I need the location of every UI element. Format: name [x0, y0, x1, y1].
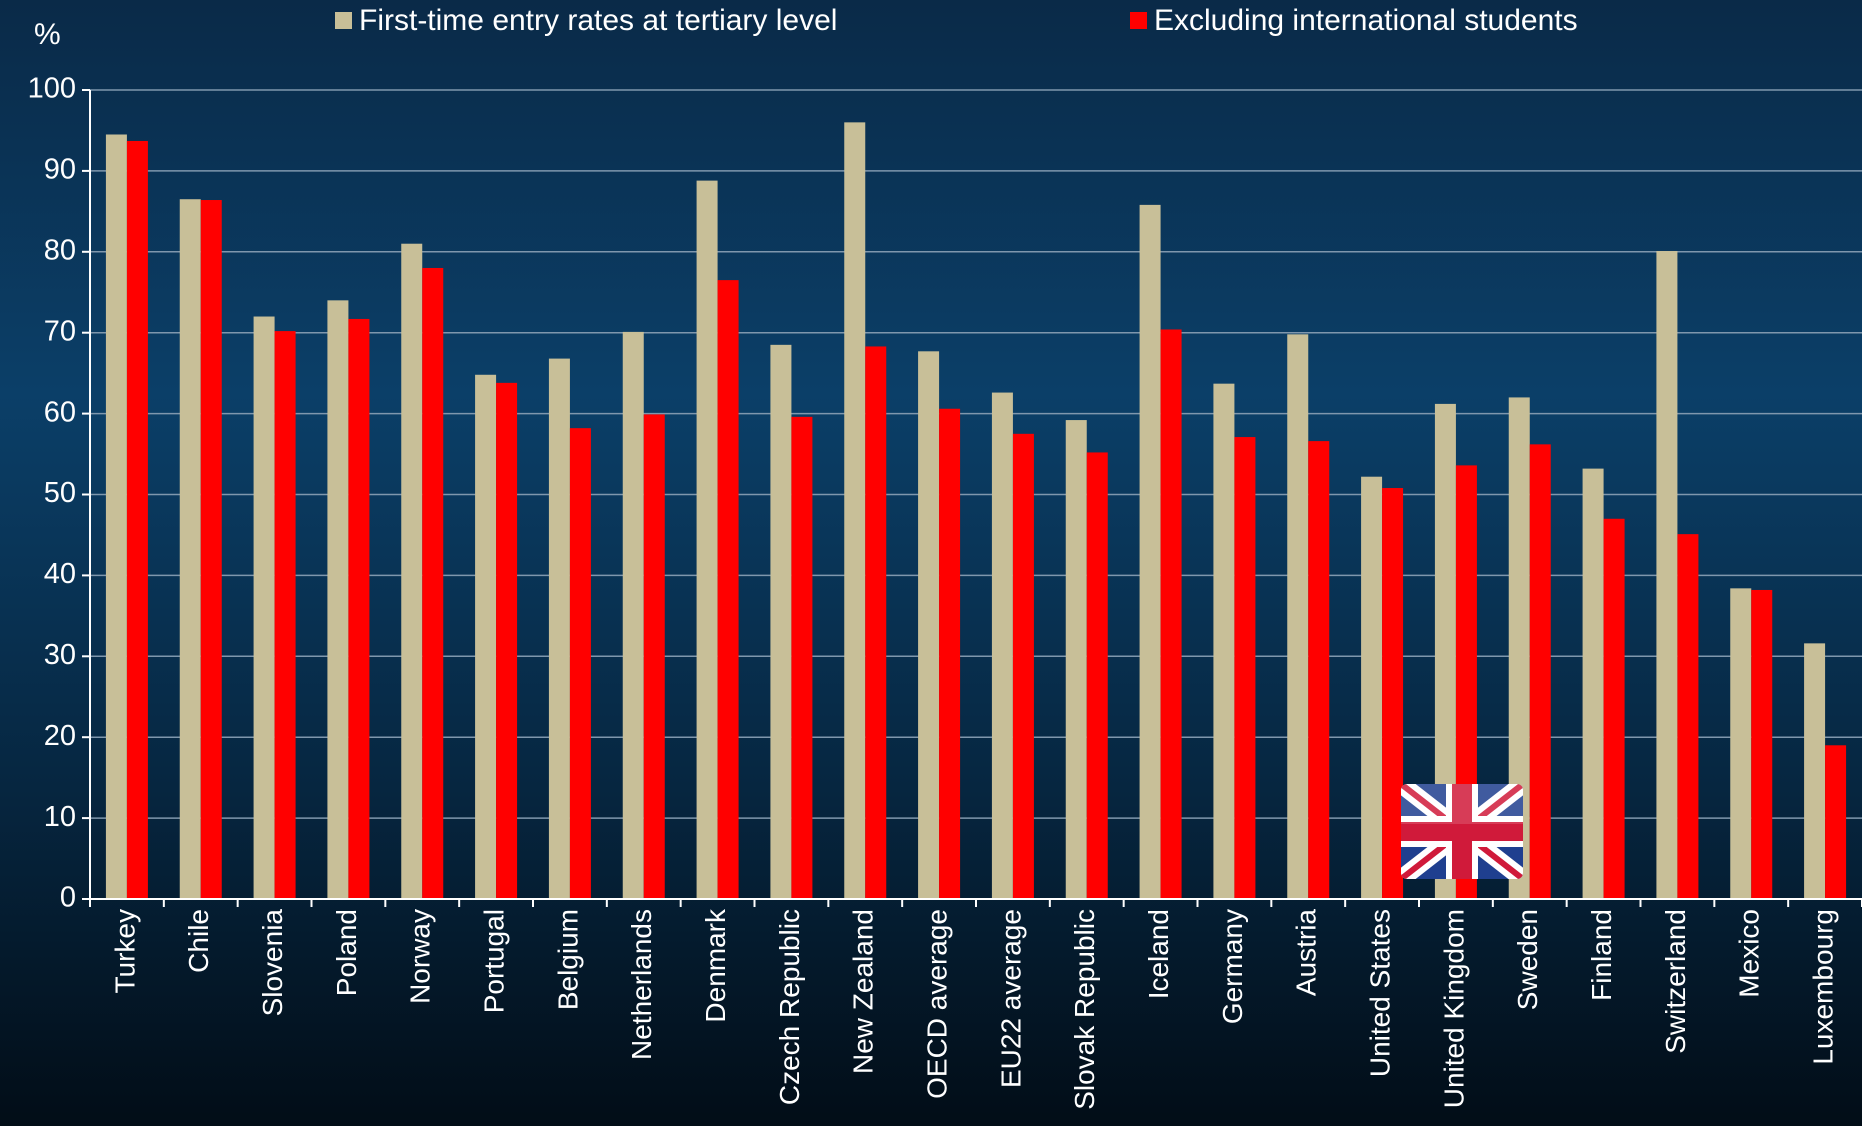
y-tick-label: 70: [44, 315, 76, 347]
x-tick-label: Finland: [1586, 909, 1617, 1001]
y-tick-label: 0: [60, 882, 76, 914]
bar: [126, 140, 148, 900]
bar: [1677, 534, 1699, 899]
x-tick-label: Switzerland: [1660, 909, 1691, 1054]
legend-swatch: [335, 12, 352, 29]
x-tick-label: United Kingdom: [1438, 909, 1469, 1108]
bar: [1382, 488, 1404, 899]
bar: [1213, 383, 1235, 899]
y-tick-label: 60: [44, 396, 76, 428]
bar: [770, 344, 792, 900]
x-tick-label: Chile: [183, 909, 214, 973]
y-tick-label: 40: [44, 558, 76, 590]
bar: [422, 267, 444, 900]
legend-label: Excluding international students: [1154, 4, 1578, 37]
y-tick-label: 90: [44, 154, 76, 186]
bar: [844, 122, 866, 900]
bar: [918, 351, 940, 899]
bar: [991, 392, 1013, 899]
legend-swatch: [1130, 12, 1147, 29]
bar: [548, 358, 570, 899]
bar: [696, 180, 718, 899]
x-tick-label: Austria: [1291, 909, 1322, 997]
bar: [865, 346, 887, 899]
bar: [1065, 420, 1087, 899]
uk-flag: [1401, 784, 1523, 879]
bar: [939, 408, 961, 899]
bar: [717, 280, 739, 899]
bar: [253, 316, 275, 899]
bar: [1529, 444, 1551, 899]
bar: [1160, 329, 1182, 899]
bar: [1434, 403, 1456, 899]
x-tick-label: Germany: [1217, 909, 1248, 1024]
x-tick-label: EU22 average: [995, 909, 1026, 1088]
bar: [274, 331, 296, 899]
bar: [1582, 468, 1604, 899]
y-tick-label: 50: [44, 477, 76, 509]
bar: [1751, 589, 1773, 899]
bar: [348, 318, 370, 899]
x-tick-label: Iceland: [1143, 909, 1174, 999]
bar: [1603, 518, 1625, 899]
bar: [1139, 204, 1161, 900]
x-tick-label: Sweden: [1512, 909, 1543, 1010]
bar: [200, 200, 222, 900]
legend-label: First-time entry rates at tertiary level: [359, 4, 837, 37]
x-tick-label: United States: [1364, 909, 1395, 1077]
bar: [1825, 745, 1847, 899]
y-tick-label: 80: [44, 234, 76, 266]
x-tick-label: Denmark: [700, 908, 731, 1023]
bar: [1012, 433, 1034, 899]
y-axis-label: %: [34, 18, 61, 51]
x-tick-label: Netherlands: [626, 909, 657, 1060]
bar: [791, 416, 813, 899]
x-tick-label: Portugal: [478, 909, 509, 1013]
bar: [475, 374, 497, 899]
x-tick-label: Slovenia: [257, 909, 288, 1017]
y-tick-label: 30: [44, 639, 76, 671]
x-tick-label: New Zealand: [848, 909, 879, 1074]
plot: 0 10 20 30 40 50 60 70 80 90 100 Turkey Chile Sloveni…: [28, 73, 1862, 1110]
x-tick-label: Turkey: [109, 909, 140, 994]
bar: [179, 199, 201, 900]
bar: [643, 414, 665, 899]
x-tick-label: Slovak Republic: [1069, 909, 1100, 1110]
bar: [401, 243, 423, 899]
bar: [1804, 643, 1826, 899]
bar: [1508, 397, 1530, 899]
bar: [1308, 441, 1330, 899]
bar: [496, 382, 518, 899]
bar: [569, 428, 591, 899]
bar: [622, 331, 644, 899]
y-tick-label: 20: [44, 720, 76, 752]
bar: [1287, 334, 1309, 899]
bar: [1730, 588, 1752, 899]
x-tick-label: Norway: [405, 909, 436, 1004]
bar: [105, 134, 127, 899]
bar: [327, 300, 349, 900]
y-tick-label: 100: [28, 73, 76, 105]
bar: [1086, 452, 1108, 899]
bar: [1234, 437, 1256, 899]
x-tick-label: OECD average: [921, 909, 952, 1099]
x-tick-label: Belgium: [552, 909, 583, 1010]
bar: [1361, 476, 1383, 899]
bar: [1656, 250, 1678, 900]
x-tick-label: Czech Republic: [774, 909, 805, 1105]
y-tick-label: 10: [44, 801, 76, 833]
x-tick-label: Poland: [331, 909, 362, 996]
x-tick-label: Mexico: [1734, 909, 1765, 998]
x-tick-label: Luxembourg: [1807, 909, 1838, 1065]
